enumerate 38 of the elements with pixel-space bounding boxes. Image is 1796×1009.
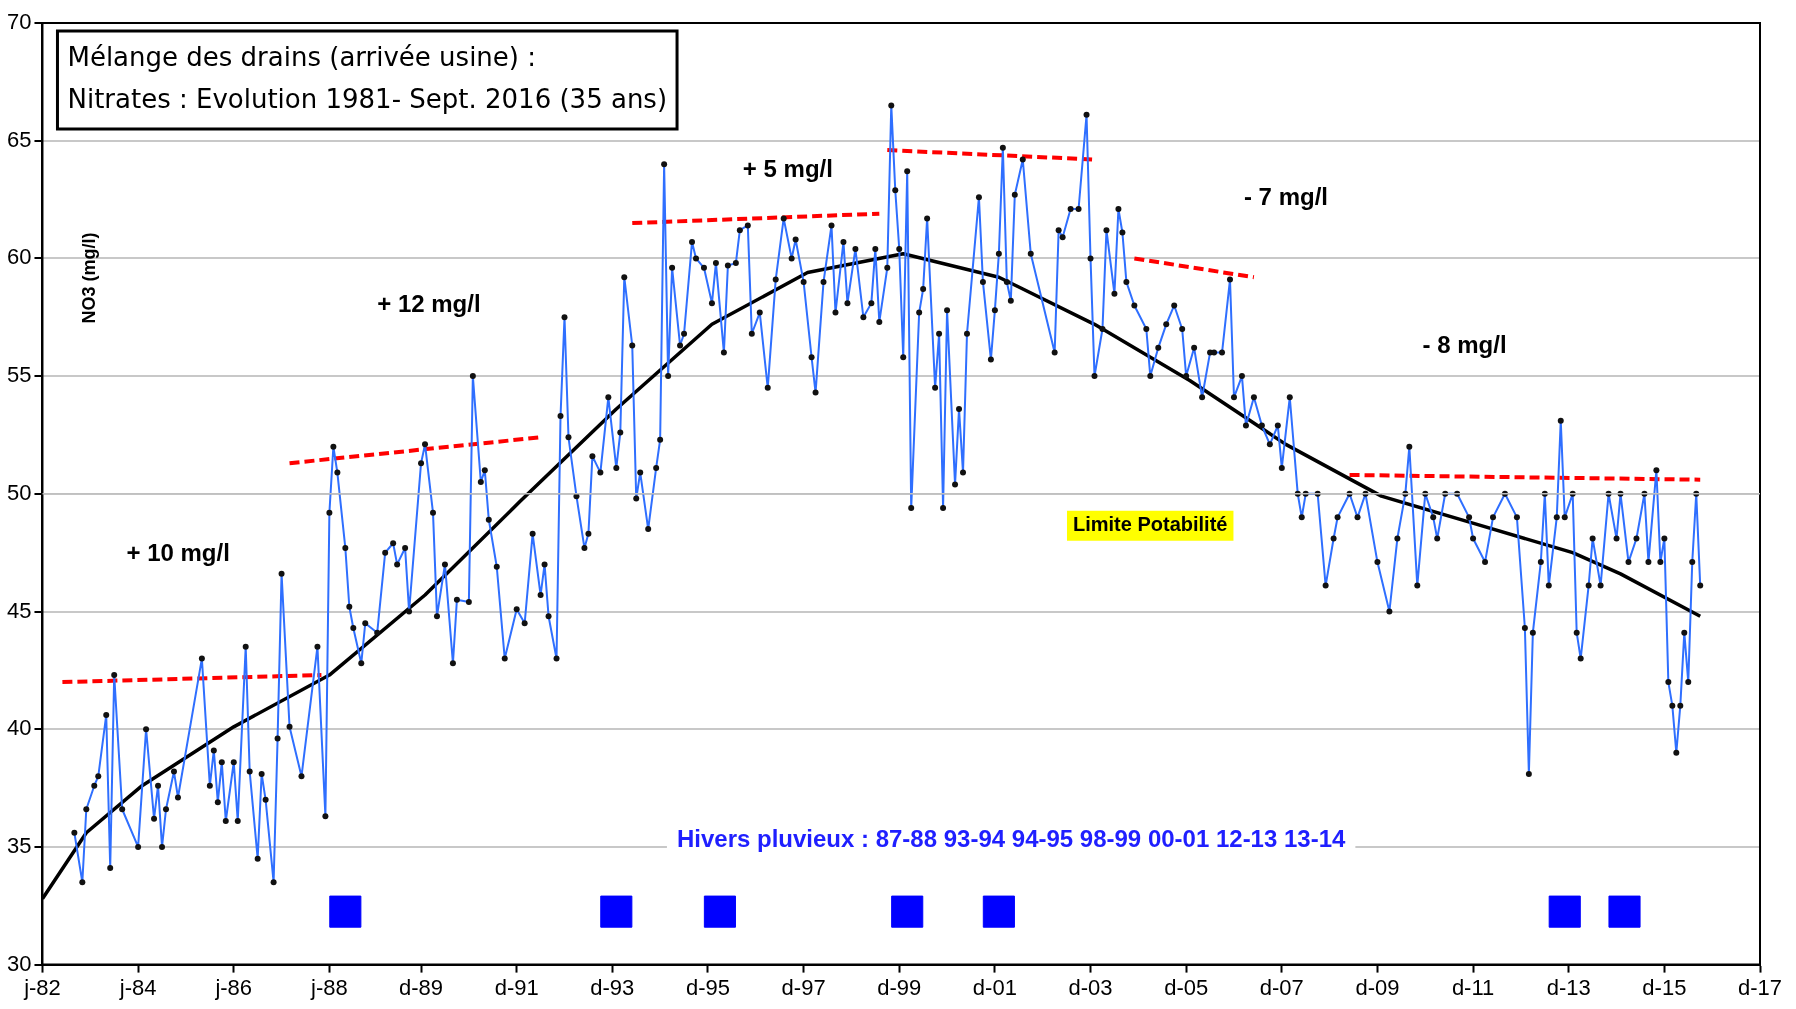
- annotation: + 10 mg/l: [126, 538, 230, 566]
- y-tick-label: 45: [6, 597, 32, 623]
- x-tick-label: d-09: [1355, 974, 1400, 1000]
- y-axis-title: NO3 (mg/l): [79, 232, 100, 324]
- annotation: - 7 mg/l: [1243, 182, 1328, 210]
- x-tick-label: d-03: [1068, 974, 1113, 1000]
- y-tick-label: 70: [6, 9, 32, 35]
- annotation: + 5 mg/l: [742, 155, 833, 183]
- annotation: + 12 mg/l: [377, 290, 481, 318]
- x-tick-label: d-01: [972, 974, 1017, 1000]
- ref-line-label: Limite Potabilité: [1072, 513, 1228, 536]
- x-tick-label: d-93: [590, 974, 635, 1000]
- x-tick-label: d-95: [685, 974, 730, 1000]
- x-tick-label: d-17: [1737, 974, 1783, 1000]
- annotation: - 8 mg/l: [1422, 330, 1507, 358]
- y-tick-label: 55: [6, 362, 32, 388]
- x-tick-label: j-82: [23, 974, 61, 1000]
- x-tick-label: d-05: [1164, 974, 1209, 1000]
- x-tick-label: j-84: [118, 974, 157, 1000]
- x-tick-label: j-86: [214, 974, 253, 1000]
- x-tick-label: d-07: [1259, 974, 1304, 1000]
- x-tick-label: d-15: [1642, 974, 1687, 1000]
- y-tick-label: 40: [6, 715, 32, 741]
- x-tick-label: j-88: [310, 974, 348, 1000]
- x-tick-label: d-11: [1451, 974, 1495, 1000]
- x-tick-label: d-97: [781, 974, 826, 1000]
- x-tick-label: d-91: [494, 974, 539, 1000]
- x-tick-label: d-89: [399, 974, 444, 1000]
- y-tick-label: 60: [6, 244, 32, 270]
- y-tick-label: 50: [6, 479, 32, 505]
- x-tick-label: d-13: [1546, 974, 1591, 1000]
- y-tick-label: 35: [6, 832, 32, 858]
- y-tick-label: 30: [6, 950, 32, 976]
- annotation: Hivers pluvieux : 87-88 93-94 94-95 98-99 00-01 12-13 13-14: [676, 824, 1347, 852]
- y-tick-label: 65: [6, 126, 32, 152]
- x-tick-label: d-99: [877, 974, 922, 1000]
- text: Nitrates : Evolution 1981- Sept. 2016 (35 ans): [67, 83, 668, 114]
- text: Mélange des drains (arrivée usine) :: [67, 41, 537, 72]
